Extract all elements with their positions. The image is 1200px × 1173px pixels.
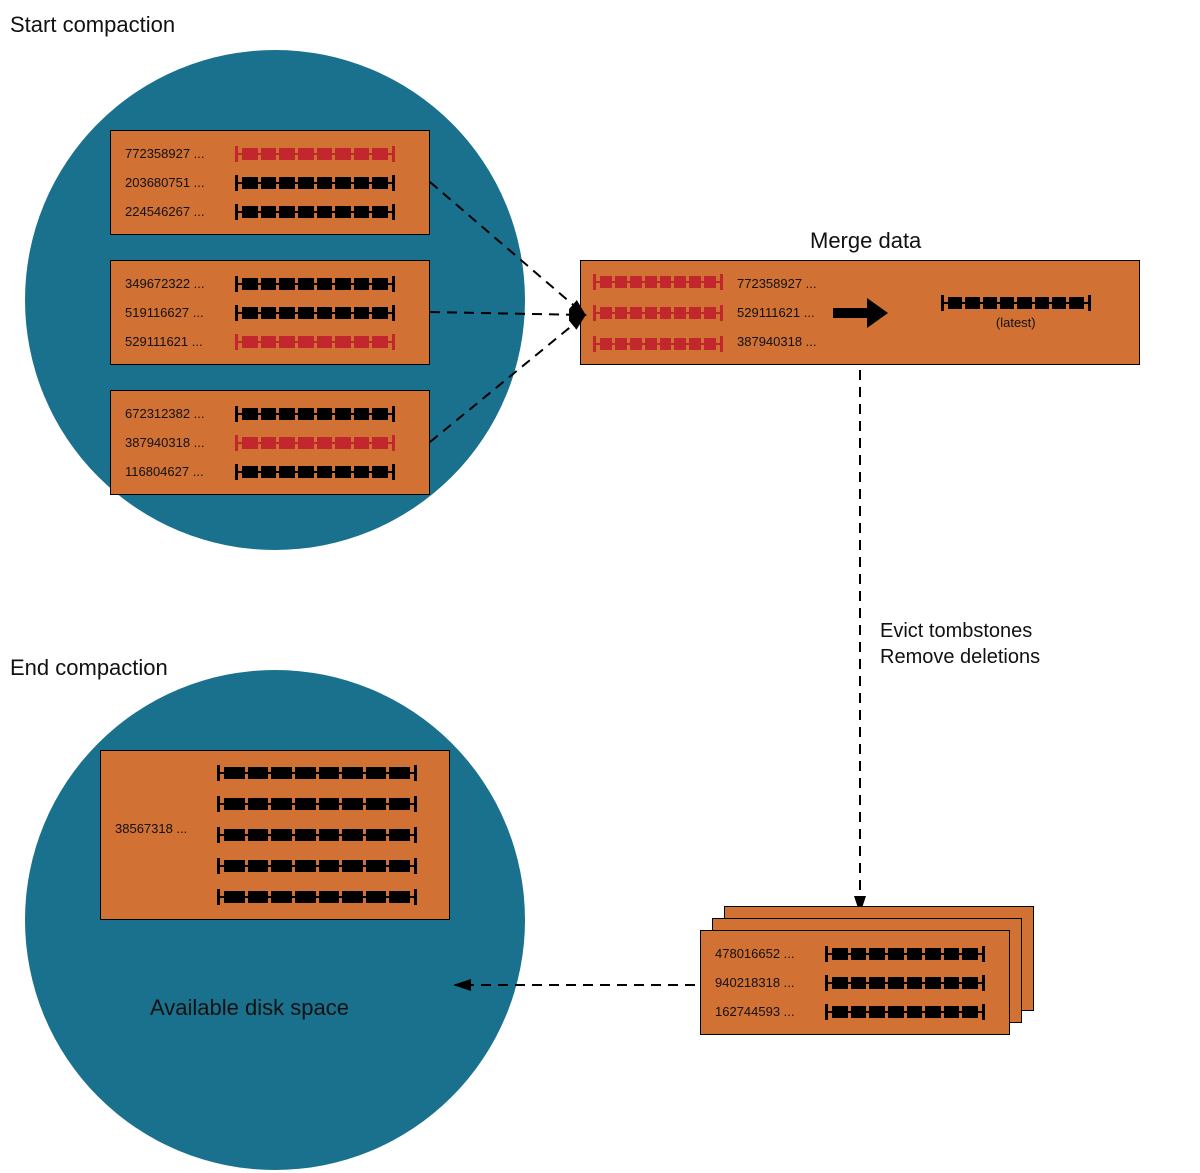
output-row: 478016652 ... xyxy=(715,946,995,962)
row-id: 772358927 ... xyxy=(125,146,225,161)
sstable-row: 519116627 ... xyxy=(125,305,415,321)
output-row: 162744593 ... xyxy=(715,1004,995,1020)
data-bar xyxy=(825,975,985,991)
merge-box: 772358927 ... 529111621 ... 387940318 ... (… xyxy=(580,260,1140,365)
merge-id: 529111621 ... xyxy=(737,305,817,320)
merge-left-col xyxy=(593,269,723,356)
bottom-disk-circle xyxy=(25,670,525,1170)
output-row: 940218318 ... xyxy=(715,975,995,991)
data-bar xyxy=(593,336,723,352)
row-id: 529111621 ... xyxy=(125,334,225,349)
row-id: 387940318 ... xyxy=(125,435,225,450)
data-bar xyxy=(825,946,985,962)
row-id: 224546267 ... xyxy=(125,204,225,219)
sstable-box-1: 349672322 ... 519116627 ... 529111621 ... xyxy=(110,260,430,365)
data-bar xyxy=(235,464,395,480)
data-bar xyxy=(217,889,417,905)
sstable-row: 224546267 ... xyxy=(125,204,415,220)
sstable-row: 772358927 ... xyxy=(125,146,415,162)
sstable-box-0: 772358927 ... 203680751 ... 224546267 ... xyxy=(110,130,430,235)
merge-right-col: (latest) xyxy=(905,295,1127,330)
data-bar xyxy=(235,276,395,292)
merge-id: 387940318 ... xyxy=(737,334,817,349)
data-bar xyxy=(941,295,1091,311)
sstable-row: 116804627 ... xyxy=(125,464,415,480)
merge-id: 772358927 ... xyxy=(737,276,817,291)
data-bar xyxy=(593,305,723,321)
sstable-row: 387940318 ... xyxy=(125,435,415,451)
data-bar xyxy=(593,274,723,290)
data-bar xyxy=(235,146,395,162)
merge-mid-col: 772358927 ... 529111621 ... 387940318 ... xyxy=(737,269,817,356)
data-bar xyxy=(235,334,395,350)
merge-arrow-icon xyxy=(831,293,891,333)
sstable-row: 672312382 ... xyxy=(125,406,415,422)
row-id: 519116627 ... xyxy=(125,305,225,320)
row-id: 672312382 ... xyxy=(125,406,225,421)
compacted-box: 38567318 ... xyxy=(100,750,450,920)
data-bar xyxy=(217,765,417,781)
start-label: Start compaction xyxy=(10,12,175,38)
output-id: 478016652 ... xyxy=(715,946,815,961)
sstable-box-2: 672312382 ... 387940318 ... 116804627 ... xyxy=(110,390,430,495)
data-bar xyxy=(235,435,395,451)
data-bar xyxy=(235,175,395,191)
data-bar xyxy=(217,827,417,843)
available-label: Available disk space xyxy=(150,995,349,1021)
output-id: 940218318 ... xyxy=(715,975,815,990)
sstable-row: 529111621 ... xyxy=(125,334,415,350)
row-id: 203680751 ... xyxy=(125,175,225,190)
step1-label: Evict tombstones xyxy=(880,620,1032,643)
data-bar xyxy=(217,858,417,874)
sstable-row: 203680751 ... xyxy=(125,175,415,191)
data-bar xyxy=(235,406,395,422)
sstable-row: 349672322 ... xyxy=(125,276,415,292)
latest-label: (latest) xyxy=(996,315,1036,330)
compacted-col xyxy=(217,761,435,909)
data-bar xyxy=(217,796,417,812)
data-bar xyxy=(235,204,395,220)
data-bar xyxy=(235,305,395,321)
row-id: 116804627 ... xyxy=(125,464,225,479)
data-bar xyxy=(825,1004,985,1020)
end-label: End compaction xyxy=(10,655,168,681)
compacted-id: 38567318 ... xyxy=(115,821,205,836)
merge-label: Merge data xyxy=(810,228,921,254)
step2-label: Remove deletions xyxy=(880,646,1040,669)
output-id: 162744593 ... xyxy=(715,1004,815,1019)
output-box-0: 478016652 ... 940218318 ... 162744593 ... xyxy=(700,930,1010,1035)
row-id: 349672322 ... xyxy=(125,276,225,291)
